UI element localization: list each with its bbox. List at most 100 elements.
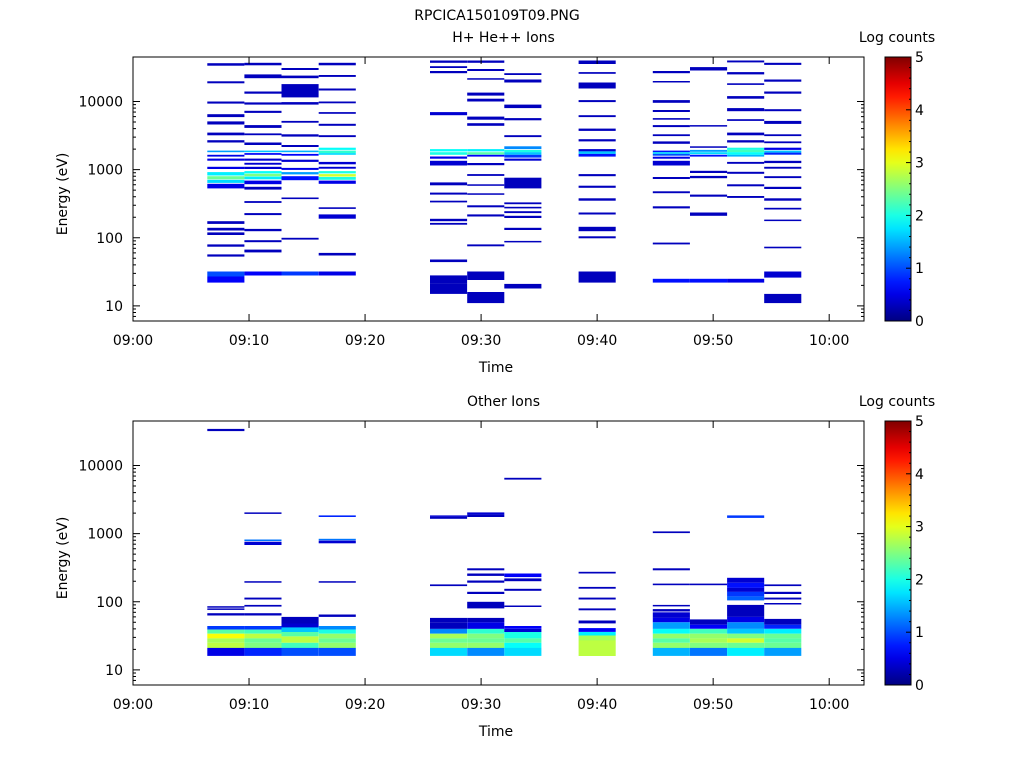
heatmap-cell: [207, 81, 245, 84]
heatmap-cell: [727, 72, 765, 75]
heatmap-cell: [652, 622, 690, 629]
heatmap-cell: [467, 60, 505, 63]
heatmap-cell: [652, 612, 690, 618]
heatmap-cell: [318, 581, 356, 583]
heatmap-cell: [727, 132, 765, 136]
heatmap-cell: [578, 236, 616, 239]
heatmap-cell: [727, 119, 765, 121]
heatmap-cell: [652, 156, 690, 159]
y-tick-label: 10: [105, 299, 123, 315]
heatmap-cell: [318, 214, 356, 219]
heatmap-cell: [430, 584, 468, 587]
heatmap-cell: [652, 604, 690, 607]
heatmap-cell: [430, 275, 468, 284]
x-tick-label: 09:00: [113, 697, 153, 713]
heatmap-cell: [207, 629, 245, 634]
heatmap-cell: [430, 283, 468, 294]
heatmap-cell: [430, 218, 468, 222]
x-tick-label: 09:10: [229, 333, 269, 349]
heatmap-cell: [727, 638, 765, 643]
y-tick-label: 100: [96, 595, 123, 611]
heatmap-cell: [504, 135, 542, 138]
heatmap-cell: [244, 102, 282, 105]
heatmap-cell: [764, 134, 802, 137]
heatmap-cell: [467, 633, 505, 639]
x-tick-label: 10:00: [809, 333, 849, 349]
colorbar-tick-label: 3: [915, 156, 924, 172]
heatmap-cell: [281, 636, 319, 643]
heatmap-cell: [652, 583, 690, 586]
heatmap-cell: [318, 161, 356, 165]
heatmap-cell: [318, 614, 356, 617]
heatmap-cell: [430, 66, 468, 68]
heatmap-cell: [244, 166, 282, 169]
heatmap-cell: [207, 114, 245, 118]
colorbar-tick-label: 4: [915, 103, 924, 119]
heatmap-cell: [727, 149, 765, 153]
heatmap-cell: [690, 146, 728, 148]
y-axis-label: Energy (eV): [55, 153, 71, 236]
x-tick-label: 09:50: [693, 697, 733, 713]
heatmap-cell: [578, 608, 616, 611]
heatmap-cell: [244, 153, 282, 155]
heatmap-cell: [727, 633, 765, 639]
heatmap-cell: [578, 632, 616, 636]
heatmap-cell: [430, 515, 468, 517]
heatmap-cell: [467, 638, 505, 643]
plot-frame: [132, 420, 865, 686]
heatmap-cell: [764, 591, 802, 594]
heatmap-cell: [207, 254, 245, 257]
heatmap-cell: [467, 580, 505, 583]
heatmap-cell: [207, 172, 245, 176]
heatmap-cell: [318, 638, 356, 643]
colorbar-label: Log counts: [859, 30, 935, 46]
heatmap-cell: [652, 71, 690, 74]
heatmap-cell: [467, 152, 505, 155]
colorbar-tick-label: 1: [915, 625, 924, 641]
heatmap-cell: [727, 591, 765, 597]
heatmap-cell: [430, 222, 468, 225]
heatmap-cell: [652, 141, 690, 144]
heatmap-cell: [207, 626, 245, 630]
heatmap-cell: [318, 177, 356, 180]
heatmap-cell: [504, 477, 542, 480]
heatmap-cell: [244, 626, 282, 630]
heatmap-cell: [244, 180, 282, 185]
heatmap-cell: [281, 102, 319, 105]
heatmap-cell: [504, 215, 542, 218]
heatmap-cell: [244, 162, 282, 165]
heatmap-cell: [318, 135, 356, 138]
heatmap-cell: [764, 62, 802, 65]
heatmap-cell: [504, 283, 542, 289]
y-tick-label: 10: [105, 663, 123, 679]
heatmap-cell: [690, 149, 728, 152]
heatmap-cell: [652, 153, 690, 156]
heatmap-cell: [281, 632, 319, 637]
heatmap-cell: [764, 642, 802, 648]
heatmap-cell: [764, 271, 802, 278]
heatmap-cell: [467, 573, 505, 576]
heatmap-cell: [318, 180, 356, 184]
heatmap-cell: [504, 154, 542, 158]
heatmap-cell: [244, 110, 282, 113]
heatmap-cell: [690, 583, 728, 586]
heatmap-cell: [467, 292, 505, 304]
colorbar-tick-label: 5: [915, 50, 924, 66]
heatmap-cell: [652, 531, 690, 534]
heatmap-cell: [244, 142, 282, 145]
heatmap-cell: [727, 515, 765, 518]
heatmap-cell: [504, 79, 542, 83]
x-tick-label: 09:00: [113, 333, 153, 349]
heatmap-cell: [244, 597, 282, 600]
heatmap-cell: [467, 642, 505, 648]
heatmap-cell: [430, 617, 468, 623]
heatmap-cell: [244, 604, 282, 607]
heatmap-cell: [652, 150, 690, 153]
figure-title: RPCICA150109T09.PNG: [414, 8, 579, 24]
heatmap-cell: [467, 244, 505, 247]
heatmap-cell: [652, 568, 690, 571]
heatmap-cell: [727, 154, 765, 157]
heatmap-cell: [504, 605, 542, 607]
heatmap-cell: [318, 540, 356, 544]
